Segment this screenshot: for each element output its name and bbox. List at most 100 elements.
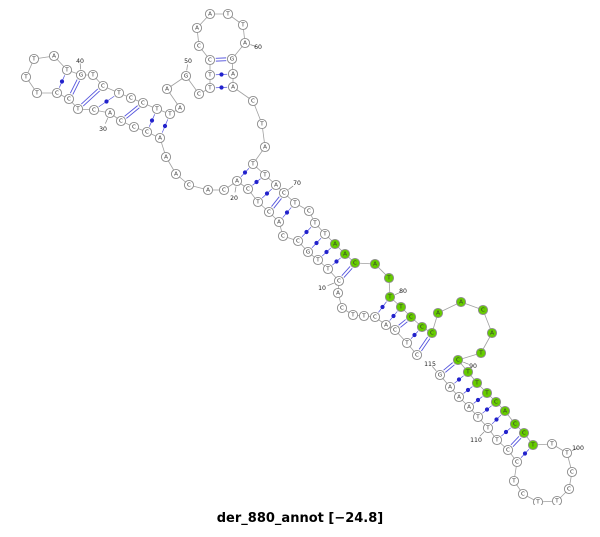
position-label: 60: [254, 44, 262, 51]
nucleotide: [511, 456, 523, 468]
nucleotide-letter: C: [92, 107, 96, 113]
nucleotide-letter: A: [373, 261, 377, 267]
position-tick: [571, 447, 578, 452]
nucleotide: [202, 184, 214, 196]
nucleotide-letter: A: [343, 251, 347, 257]
nucleotide: [141, 126, 153, 138]
nucleotide-letter: T: [34, 90, 39, 96]
basepair-dot: [219, 72, 224, 77]
nucleotide-letter: C: [456, 357, 460, 363]
position-tick: [234, 186, 237, 193]
nucleotide-letter: T: [485, 425, 490, 431]
nucleotide-letter: C: [567, 486, 571, 492]
nucleotide-annotated: [518, 427, 530, 439]
nucleotide-letter: T: [564, 450, 569, 456]
nucleotide-letter: C: [141, 100, 145, 106]
nucleotide: [411, 349, 423, 361]
nucleotide: [508, 475, 520, 487]
nucleotide-letter: A: [436, 310, 440, 316]
nucleotide-letter: A: [333, 241, 337, 247]
nucleotide-letter: T: [75, 106, 80, 112]
nucleotide: [75, 69, 87, 81]
position-tick: [186, 64, 188, 71]
nucleotide-letter: A: [165, 86, 169, 92]
nucleotide: [183, 179, 195, 191]
nucleotide-letter: C: [373, 314, 377, 320]
nucleotide-letter: C: [246, 186, 250, 192]
nucleotide-letter: A: [195, 25, 199, 31]
nucleotide-letter: C: [222, 187, 226, 193]
position-label: 90: [469, 363, 477, 370]
nucleotide-letter: A: [208, 11, 212, 17]
nucleotide: [191, 22, 203, 34]
position-label: 70: [293, 180, 301, 187]
basepair-double-line: [421, 338, 431, 352]
nucleotide-letter: T: [154, 106, 159, 112]
nucleotide: [204, 82, 216, 94]
nucleotide: [289, 197, 301, 209]
nucleotide: [322, 263, 334, 275]
basepair-dot: [412, 332, 417, 338]
nucleotide-letter: C: [281, 233, 285, 239]
nucleotide: [561, 447, 573, 459]
nucleotide-letter: T: [116, 90, 121, 96]
nucleotide: [358, 310, 370, 322]
nucleotide: [226, 53, 238, 65]
nucleotide-annotated: [477, 304, 489, 316]
nucleotide: [227, 68, 239, 80]
nucleotide: [491, 434, 503, 446]
position-tick: [327, 282, 334, 287]
nucleotide-annotated: [481, 387, 493, 399]
nucleotide-letter: T: [292, 200, 297, 206]
basepair-double-line: [510, 435, 520, 446]
nucleotide: [502, 444, 514, 456]
nucleotide-letter: A: [467, 404, 471, 410]
nucleotide: [231, 175, 243, 187]
position-label: 115: [424, 361, 436, 368]
nucleotide: [247, 95, 259, 107]
nucleotide-letter: A: [277, 219, 281, 225]
position-label: 40: [76, 58, 84, 65]
nucleotide: [270, 179, 282, 191]
nucleotide: [453, 391, 465, 403]
nucleotide-letter: C: [208, 57, 212, 63]
nucleotide-annotated: [509, 418, 521, 430]
nucleotide-letter: A: [384, 322, 388, 328]
basepair-dot: [314, 240, 319, 246]
nucleotide-letter: T: [90, 72, 95, 78]
basepair-dot: [219, 85, 224, 90]
structure-title: der_880_annot [−24.8]: [216, 511, 384, 526]
nucleotide: [380, 319, 392, 331]
nucleotide: [193, 40, 205, 52]
nucleotide-letter: C: [409, 314, 413, 320]
nucleotide: [154, 132, 166, 144]
position-label: 20: [230, 195, 238, 202]
basepair-double-line: [82, 90, 100, 107]
nucleotide: [174, 102, 186, 114]
nucleotide: [128, 121, 140, 133]
basepair-dot: [284, 210, 290, 215]
nucleotide-annotated: [486, 327, 498, 339]
nucleotide-letter: T: [484, 390, 489, 396]
nucleotide-letter: T: [474, 380, 479, 386]
nucleotide: [482, 422, 494, 434]
nucleotide: [303, 205, 315, 217]
nucleotide-annotated: [384, 291, 396, 303]
nucleotide: [444, 381, 456, 393]
basepair-double-line: [81, 88, 99, 105]
basepair-dot: [456, 377, 462, 382]
nucleotide-letter: C: [337, 278, 341, 284]
nucleotide: [72, 103, 84, 115]
nucleotide-letter: C: [282, 190, 286, 196]
nucleotide-letter: C: [296, 238, 300, 244]
nucleotide-annotated: [426, 327, 438, 339]
nucleotide-letter: T: [398, 304, 403, 310]
nucleotide-letter: A: [336, 290, 340, 296]
nucleotide-letter: C: [522, 430, 526, 436]
nucleotide: [115, 115, 127, 127]
nucleotide: [61, 64, 73, 76]
nucleotide: [151, 103, 163, 115]
basepair-dot: [522, 451, 528, 456]
nucleotide-letter: A: [448, 384, 452, 390]
